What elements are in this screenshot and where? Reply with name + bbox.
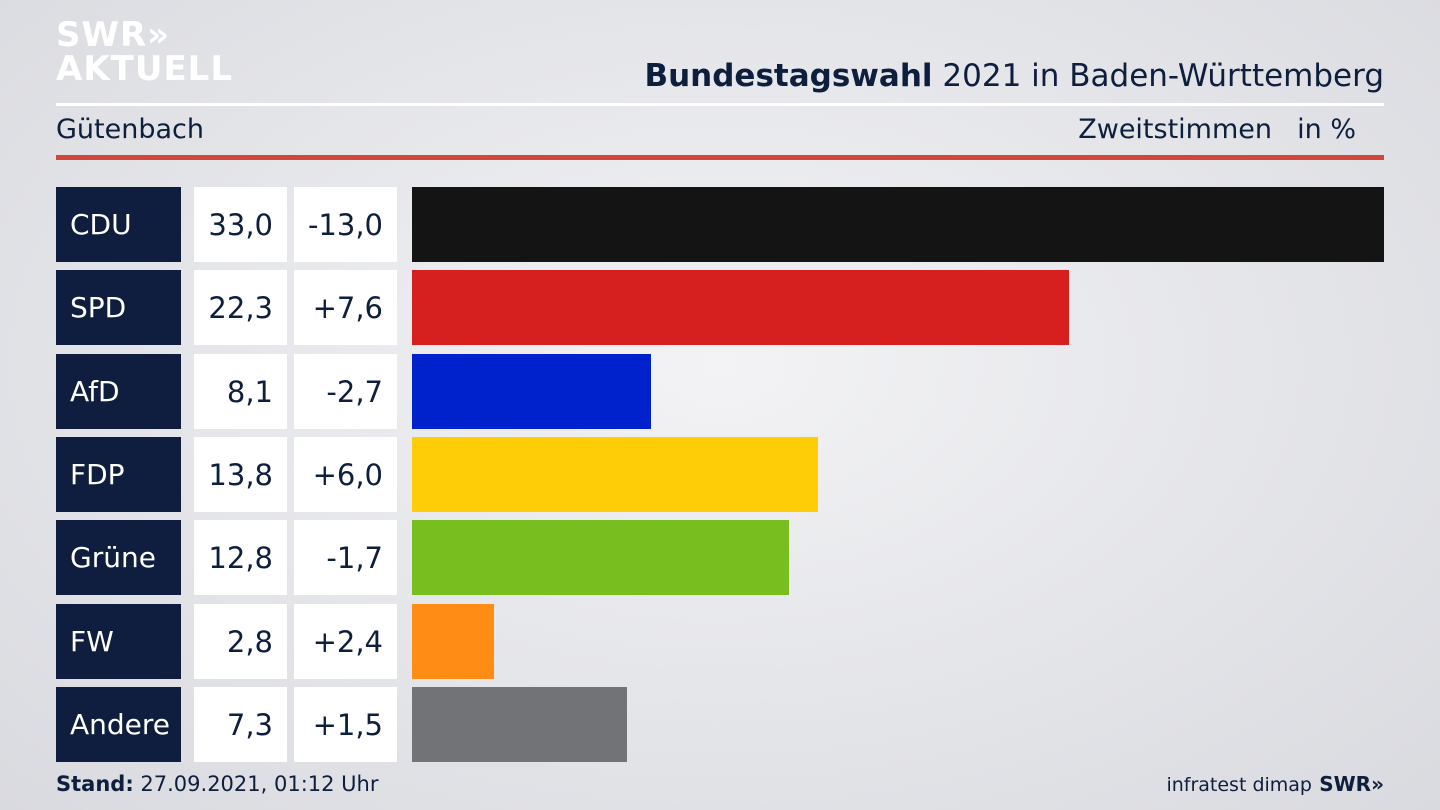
title-rest: 2021 in Baden-Württemberg [932,58,1384,94]
party-label: Grüne [56,520,181,595]
swr-footer-logo: SWR» [1319,772,1384,796]
header-divider-red [56,155,1384,160]
bar-spd [412,270,1069,345]
change-label: -13,0 [294,187,397,262]
bar-grüne [412,520,790,595]
chart-row: Andere 7,3 +1,5 [0,687,1440,762]
logo-line-2: AKTUELL [56,49,234,89]
vote-share-label: 8,1 [194,354,287,429]
header-divider-white [56,103,1384,106]
vote-share-label: 2,8 [194,604,287,679]
party-label: AfD [56,354,181,429]
party-label: FDP [56,437,181,512]
vote-share-label: 13,8 [194,437,287,512]
chart-row: SPD 22,3 +7,6 [0,270,1440,345]
metric-label: Zweitstimmen [1078,114,1272,145]
stand-label: Stand: [56,772,134,796]
vote-share-label: 12,8 [194,520,287,595]
chart-title: Bundestagswahl 2021 in Baden-Württemberg [644,58,1384,94]
vote-share-label: 22,3 [194,270,287,345]
party-label: Andere [56,687,181,762]
stand-timestamp: Stand: 27.09.2021, 01:12 Uhr [56,772,379,796]
party-label: SPD [56,270,181,345]
change-label: -1,7 [294,520,397,595]
chart-row: Grüne 12,8 -1,7 [0,520,1440,595]
party-label: FW [56,604,181,679]
party-label: CDU [56,187,181,262]
chart-row: AfD 8,1 -2,7 [0,354,1440,429]
change-label: +7,6 [294,270,397,345]
vote-share-label: 33,0 [194,187,287,262]
bar-cdu [412,187,1384,262]
logo-line-1: SWR» [56,15,171,55]
chart-row: FDP 13,8 +6,0 [0,437,1440,512]
bar-afd [412,354,651,429]
vote-share-label: 7,3 [194,687,287,762]
bar-fw [412,604,495,679]
bar-andere [412,687,628,762]
change-label: -2,7 [294,354,397,429]
unit-label: in % [1297,114,1356,145]
bar-fdp [412,437,819,512]
chart-row: CDU 33,0 -13,0 [0,187,1440,262]
title-bold: Bundestagswahl [644,58,933,94]
chart-row: FW 2,8 +2,4 [0,604,1440,679]
source-label: infratest dimap [1166,774,1312,796]
change-label: +6,0 [294,437,397,512]
stand-value: 27.09.2021, 01:12 Uhr [133,772,379,796]
region-label: Gütenbach [56,114,204,145]
swr-aktuell-logo: SWR» AKTUELL [56,18,233,86]
change-label: +1,5 [294,687,397,762]
change-label: +2,4 [294,604,397,679]
